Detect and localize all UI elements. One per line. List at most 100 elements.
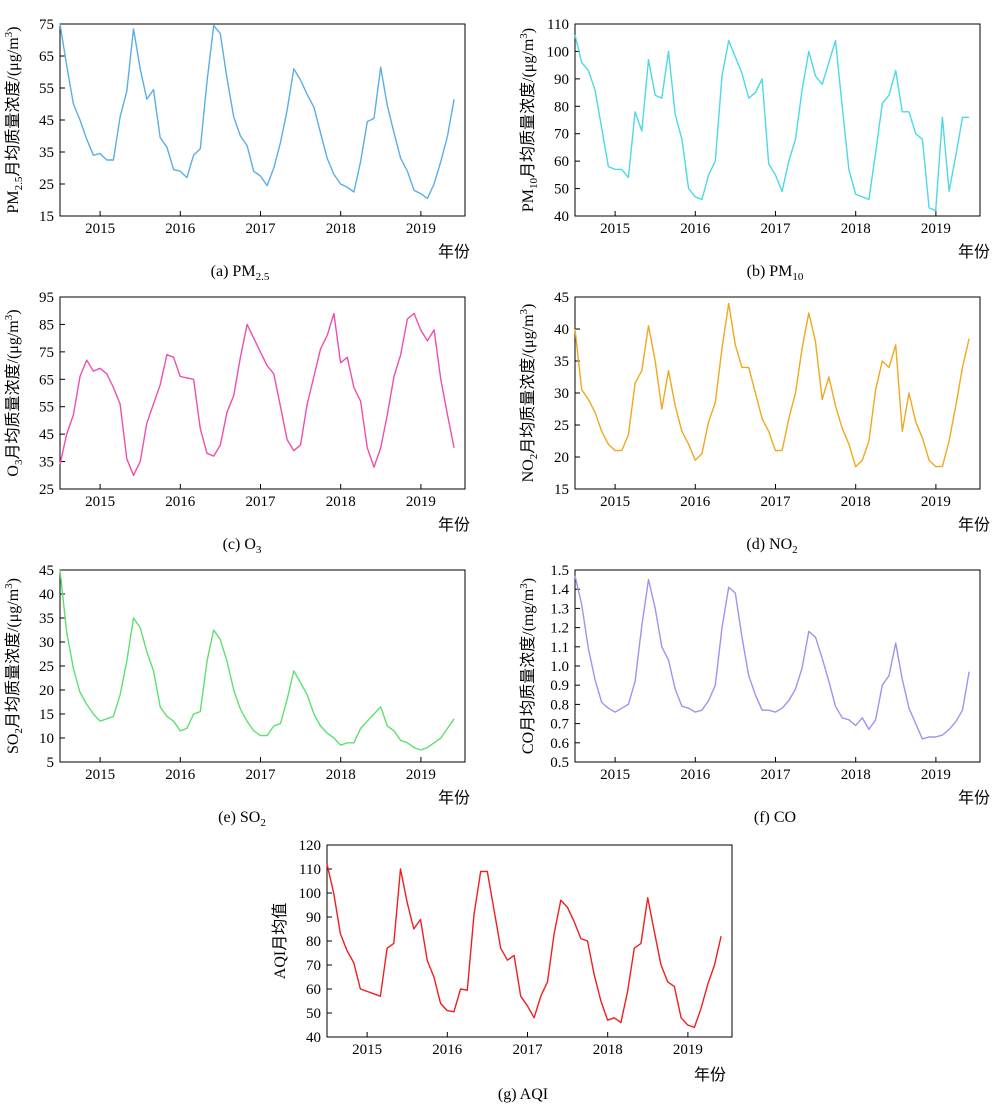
x-axis-label: 年份 bbox=[958, 516, 990, 534]
y-tick-label: 1.5 bbox=[550, 563, 569, 579]
x-tick-label: 2016 bbox=[165, 494, 196, 510]
y-tick-label: 65 bbox=[39, 49, 54, 65]
y-tick-label: 40 bbox=[306, 1030, 321, 1046]
x-tick-label: 2019 bbox=[406, 767, 436, 783]
x-axis-label: 年份 bbox=[438, 243, 470, 261]
series-line-a bbox=[59, 23, 455, 200]
y-tick-label: 45 bbox=[554, 290, 569, 306]
y-tick-label: 80 bbox=[306, 934, 321, 950]
y-tick-label: 1.2 bbox=[550, 621, 569, 637]
x-tick-label: 2018 bbox=[326, 767, 356, 783]
y-axis-label: SO2月均质量浓度/(μg/m3) bbox=[3, 578, 25, 754]
x-tick-label: 2017 bbox=[512, 1042, 543, 1058]
chart-caption: (c) O3 bbox=[223, 536, 262, 556]
y-tick-label: 90 bbox=[554, 72, 569, 88]
x-tick-label: 2019 bbox=[406, 221, 436, 237]
chart-panel-d: 15 20 25 30 35 40 45 2015 2016 2017 2018 2019 年份 NO2月… bbox=[518, 290, 990, 556]
y-tick-label: 80 bbox=[554, 99, 569, 115]
y-tick-label: 35 bbox=[39, 611, 54, 627]
x-tick-label: 2017 bbox=[245, 494, 276, 510]
y-tick-label: 35 bbox=[39, 145, 54, 161]
y-tick-label: 15 bbox=[39, 707, 54, 723]
y-tick-label: 0.7 bbox=[550, 717, 569, 733]
y-tick-label: 0.9 bbox=[550, 678, 569, 694]
y-tick-label: 70 bbox=[554, 127, 569, 143]
y-tick-label: 15 bbox=[39, 209, 54, 225]
chart-panel-f: 0.5 0.6 0.7 0.8 0.9 1.0 1.1 1.2 1.3 1.4 1.5 2015 201… bbox=[518, 563, 990, 826]
y-tick-label: 1.1 bbox=[550, 640, 569, 656]
x-tick-label: 2017 bbox=[245, 767, 276, 783]
plot-frame bbox=[59, 23, 466, 217]
x-tick-label: 2017 bbox=[760, 221, 791, 237]
chart-caption: (d) NO2 bbox=[746, 536, 797, 556]
x-tick-label: 2015 bbox=[600, 494, 630, 510]
y-axis-label: O3月均质量浓度/(μg/m3) bbox=[3, 309, 25, 476]
x-axis-label: 年份 bbox=[958, 789, 990, 807]
y-tick-label: 25 bbox=[39, 482, 54, 498]
chart-caption: (a) PM2.5 bbox=[211, 263, 270, 283]
y-tick-label: 40 bbox=[554, 322, 569, 338]
x-tick-label: 2017 bbox=[245, 221, 276, 237]
x-axis-label: 年份 bbox=[438, 789, 470, 807]
y-tick-label: 5 bbox=[47, 755, 55, 771]
plot-frame bbox=[574, 23, 981, 217]
x-tick-label: 2018 bbox=[326, 221, 356, 237]
y-tick-label: 40 bbox=[554, 209, 569, 225]
x-tick-label: 2016 bbox=[680, 767, 711, 783]
y-tick-label: 65 bbox=[39, 372, 54, 388]
y-tick-label: 95 bbox=[39, 290, 54, 306]
y-tick-label: 35 bbox=[554, 354, 569, 370]
x-tick-label: 2015 bbox=[85, 221, 115, 237]
y-axis-label: NO2月均质量浓度/(μg/m3) bbox=[518, 304, 540, 483]
x-tick-label: 2015 bbox=[85, 767, 115, 783]
series-line-g bbox=[326, 864, 722, 1029]
y-tick-label: 100 bbox=[299, 886, 322, 902]
series-line-f bbox=[574, 575, 970, 740]
chart-caption: (e) SO2 bbox=[218, 809, 266, 829]
x-tick-label: 2018 bbox=[326, 494, 356, 510]
y-tick-label: 75 bbox=[39, 17, 54, 33]
y-tick-label: 60 bbox=[554, 154, 569, 170]
y-tick-label: 75 bbox=[39, 345, 54, 361]
y-tick-label: 85 bbox=[39, 317, 54, 333]
x-tick-label: 2015 bbox=[600, 221, 630, 237]
x-tick-label: 2018 bbox=[841, 221, 871, 237]
y-tick-label: 60 bbox=[306, 982, 321, 998]
x-tick-label: 2016 bbox=[680, 221, 711, 237]
x-tick-label: 2015 bbox=[352, 1042, 382, 1058]
series-line-d bbox=[574, 302, 970, 468]
y-tick-label: 55 bbox=[39, 400, 54, 416]
y-tick-label: 45 bbox=[39, 563, 54, 579]
y-tick-label: 90 bbox=[306, 910, 321, 926]
y-axis-label: AQI月均值 bbox=[271, 903, 289, 979]
y-tick-label: 120 bbox=[299, 838, 322, 854]
y-tick-label: 30 bbox=[39, 635, 54, 651]
plot-frame bbox=[59, 569, 466, 763]
chart-caption: (b) PM10 bbox=[747, 263, 804, 283]
x-tick-label: 2019 bbox=[921, 767, 951, 783]
series-line-c bbox=[59, 312, 455, 476]
y-tick-label: 55 bbox=[39, 81, 54, 97]
y-tick-label: 25 bbox=[39, 177, 54, 193]
x-tick-label: 2019 bbox=[921, 494, 951, 510]
y-axis-label: PM10月均质量浓度/(μg/m3) bbox=[518, 28, 540, 212]
y-tick-label: 15 bbox=[554, 482, 569, 498]
series-line-e bbox=[59, 569, 455, 751]
y-tick-label: 0.8 bbox=[550, 697, 569, 713]
y-tick-label: 35 bbox=[39, 455, 54, 471]
y-axis-label: CO月均质量浓度/(mg/m3) bbox=[518, 578, 537, 754]
y-tick-label: 45 bbox=[39, 427, 54, 443]
y-tick-label: 110 bbox=[299, 862, 321, 878]
y-tick-label: 1.0 bbox=[550, 659, 569, 675]
y-tick-label: 20 bbox=[39, 683, 54, 699]
chart-caption: (f) CO bbox=[754, 809, 796, 826]
y-tick-label: 1.3 bbox=[550, 601, 569, 617]
chart-panel-b: 40 50 60 70 80 90 100 110 2015 2016 2017 2018 2019 年份… bbox=[518, 17, 990, 283]
x-axis-label: 年份 bbox=[694, 1066, 726, 1084]
y-tick-label: 110 bbox=[547, 17, 569, 33]
x-tick-label: 2017 bbox=[760, 767, 791, 783]
x-tick-label: 2018 bbox=[841, 767, 871, 783]
y-tick-label: 0.6 bbox=[550, 736, 569, 752]
